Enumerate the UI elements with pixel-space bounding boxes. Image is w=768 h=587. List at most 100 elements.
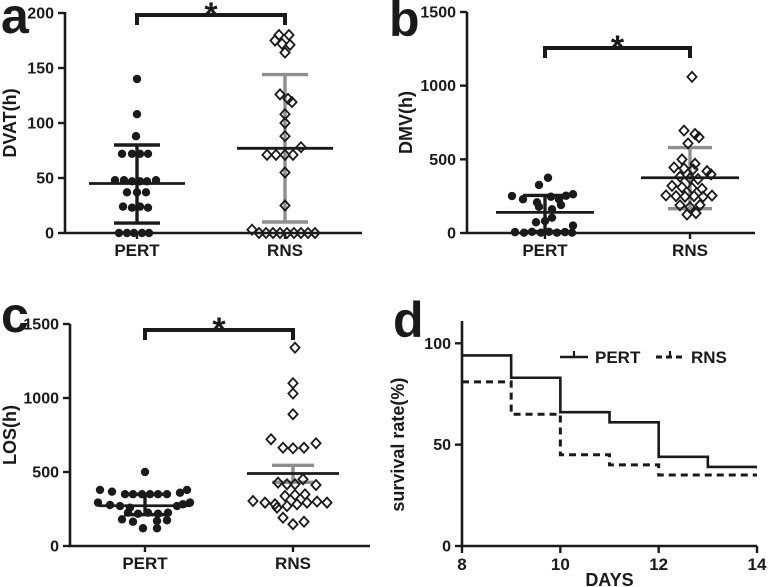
data-point [676,180,688,194]
data-point [141,188,151,197]
significance-star: * [212,311,226,349]
data-point [310,436,322,450]
data-point [568,190,578,199]
data-point [172,501,182,511]
data-point [287,376,299,390]
survival-curve-chart: d 0 50 100 8 10 12 14 survival rate(%) DAYS PERT RN… [388,294,767,587]
panel-c-los: c 0 500 1000 1500 LOS(h) PERT RNS * [0,294,384,587]
x-tick-label: 14 [748,555,767,574]
data-point [135,149,145,158]
group-label: PERT [522,241,568,260]
data-point [132,74,142,84]
data-point [153,490,163,499]
data-point [132,188,142,197]
data-point [274,88,286,101]
data-point [692,172,704,186]
data-point [151,176,161,185]
data-point [140,467,150,477]
significance-star: * [204,0,218,34]
y-tick-label: 1500 [23,317,59,334]
significance-bracket [135,13,287,25]
y-axis-title: DMV(h) [396,91,416,154]
data-point [287,441,299,455]
data-point [122,228,132,238]
axes [68,324,370,548]
y-tick-label: 0 [447,226,456,243]
data-point [689,157,701,171]
y-tick-label: 100 [424,336,451,353]
data-point [270,148,282,162]
data-point [114,228,124,238]
data-point [547,213,557,222]
y-tick-label: 50 [36,171,54,188]
data-point [117,515,127,524]
data-point [540,216,550,226]
data-point [279,166,291,179]
data-point [279,148,291,162]
data-point [122,188,132,197]
data-point [287,387,299,400]
group-label: PERT [122,554,168,573]
panel-letter: c [1,294,29,343]
data-point [272,476,284,489]
y-axis-title: survival rate(%) [388,378,408,512]
data-point [287,407,299,421]
data-point [269,34,281,47]
data-point [660,189,672,202]
data-point [276,37,288,51]
significance-bracket [543,46,692,58]
data-point [544,227,554,237]
data-point [684,171,696,185]
data-point [688,189,700,203]
data-point [95,485,105,495]
data-point [128,517,138,526]
data-point [162,490,172,499]
y-axis-title: LOS(h) [0,405,20,465]
data-point [110,176,120,185]
data-point [560,227,570,237]
data-point [133,509,143,518]
data-point [679,190,691,203]
x-tick-label: 12 [649,555,668,574]
data-point [297,472,309,486]
y-tick-label: 150 [27,61,54,78]
data-point [310,478,322,492]
data-point [678,162,690,175]
data-point [678,124,690,137]
data-point [289,488,301,502]
data-point [301,496,313,509]
data-point [279,489,291,503]
data-point [543,173,553,182]
significance-bracket [143,328,295,340]
data-point [561,191,571,200]
data-point [682,137,694,150]
panel-letter: b [389,0,420,47]
data-point [531,218,541,227]
data-point [289,341,301,355]
data-point [295,140,307,154]
data-point [690,206,702,220]
data-point [265,432,277,446]
x-axis-title: DAYS [585,570,633,587]
data-point [120,490,130,499]
y-tick-label: 50 [433,437,451,454]
data-point [277,441,289,455]
data-point [127,203,137,212]
data-point [128,490,138,499]
panel-letter: d [393,294,424,348]
data-point [119,176,129,185]
data-point [145,490,155,499]
panel-b-dmv: b 0 500 1000 1500 DMV(h) PERT RNS * [384,0,768,294]
data-point [534,180,544,190]
data-point [291,497,303,511]
x-tick-label: 8 [457,555,466,574]
data-point [697,190,709,204]
data-point [283,28,295,42]
y-tick-label: 500 [429,152,456,169]
data-point [143,149,153,158]
data-point [153,509,163,518]
data-point [127,177,137,186]
data-point [309,226,321,240]
data-point [261,148,273,162]
